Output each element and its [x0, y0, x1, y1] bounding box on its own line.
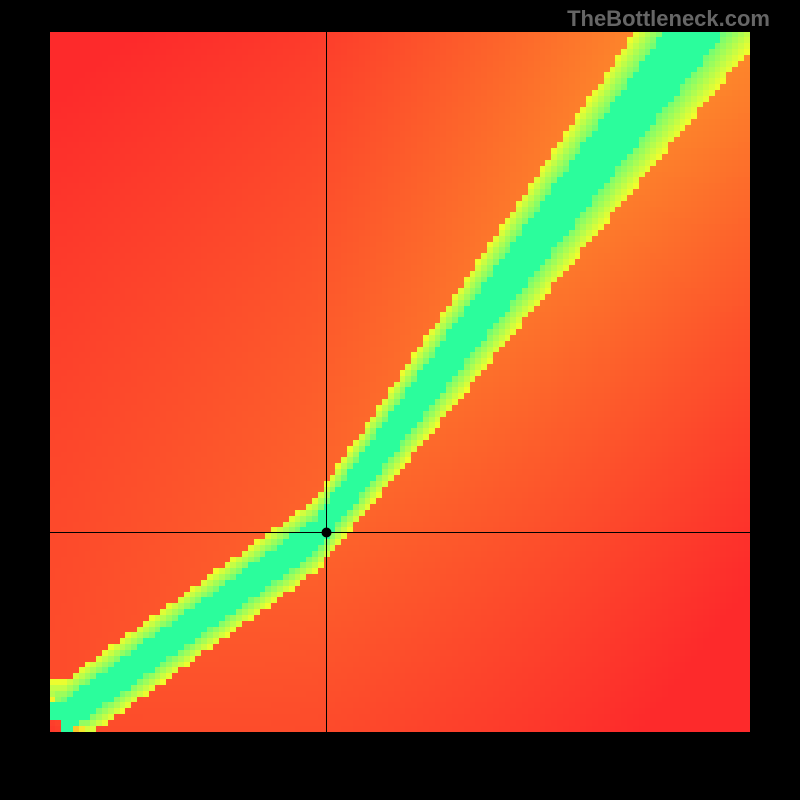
- heatmap-canvas: [50, 32, 750, 732]
- heatmap-plot: [50, 32, 750, 732]
- root-container: { "watermark": { "text": "TheBottleneck.…: [0, 0, 800, 800]
- watermark-text: TheBottleneck.com: [567, 6, 770, 32]
